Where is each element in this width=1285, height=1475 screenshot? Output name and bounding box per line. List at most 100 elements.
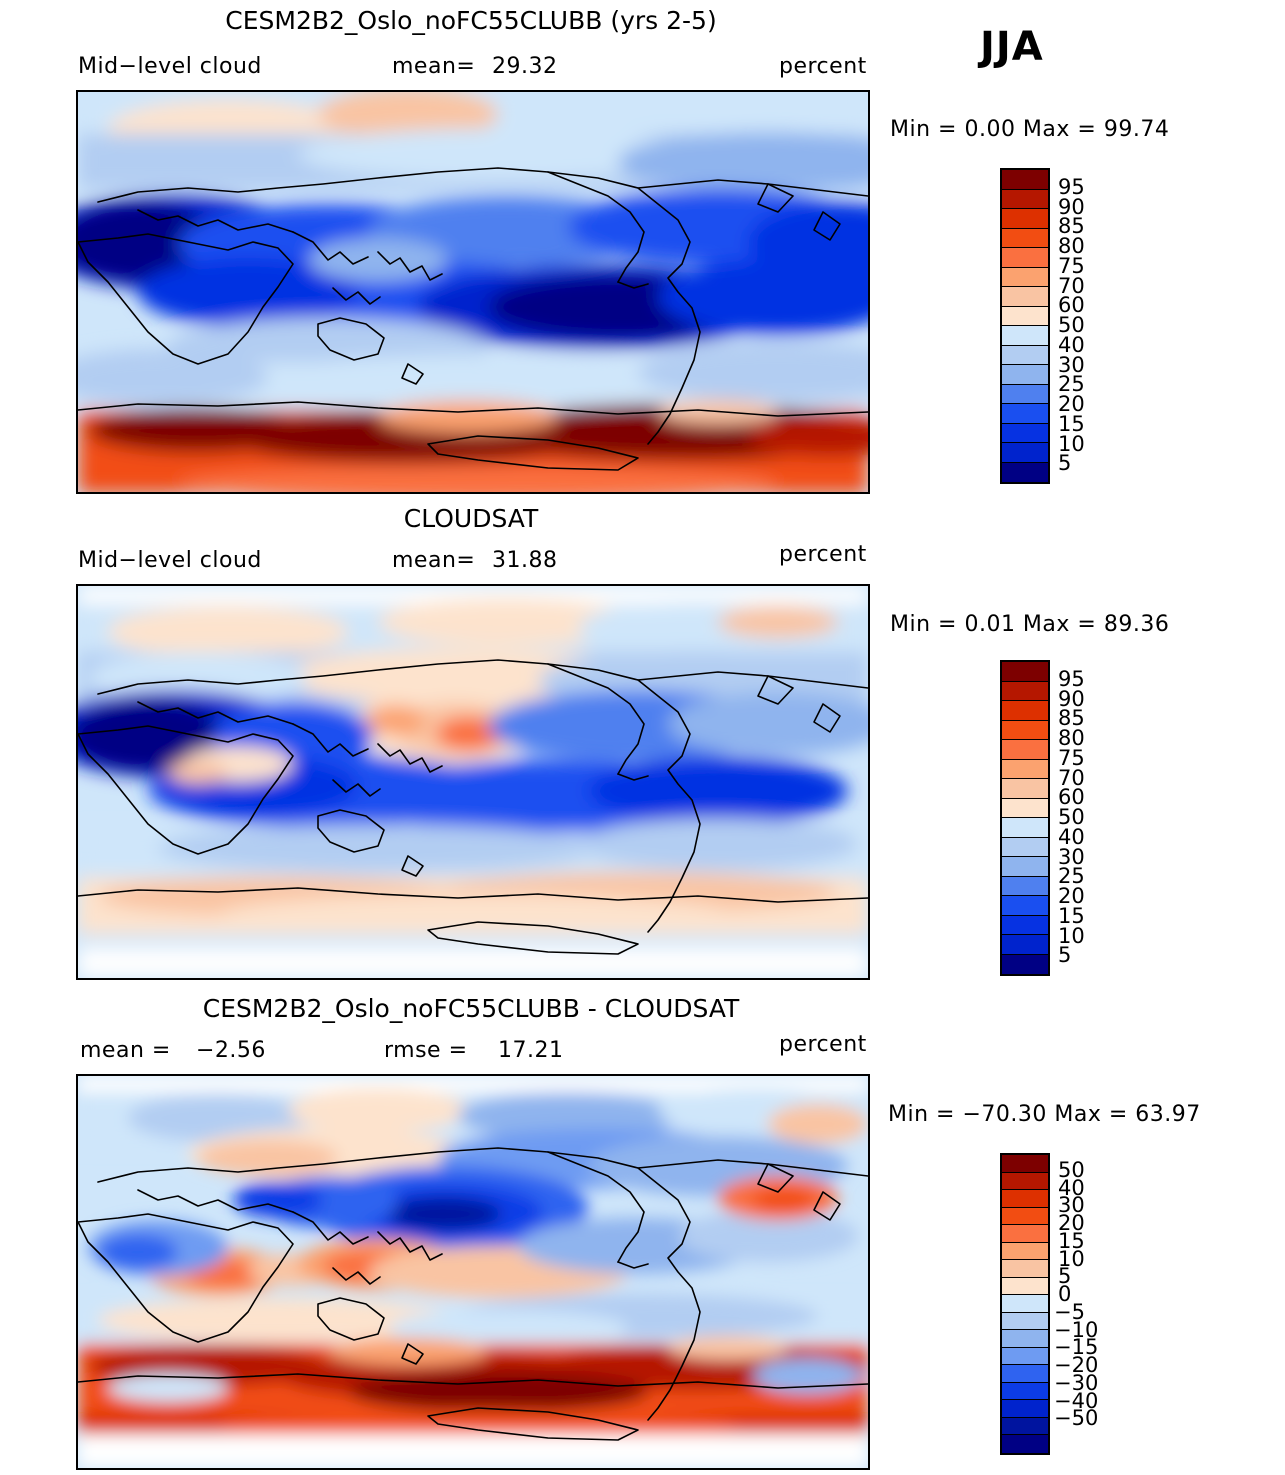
colorbar-swatch [1002, 1330, 1048, 1348]
colorbar-tick-label: −40 [1054, 1388, 1099, 1413]
colorbar-swatch [1002, 1242, 1048, 1261]
season-label: JJA [980, 24, 1044, 70]
colorbar-tick-label: 30 [1058, 1193, 1085, 1218]
colorbar-tick-label: 80 [1058, 726, 1085, 750]
colorbar-tick-label: 15 [1058, 1228, 1085, 1253]
colorbar-tick-label: 5 [1058, 451, 1072, 476]
colorbar-swatch [1002, 209, 1048, 229]
colorbar-swatch [1002, 857, 1048, 877]
colorbar-swatch [1002, 759, 1048, 779]
colorbar-tick-label: 20 [1058, 392, 1085, 416]
colorbar-tick-label: 90 [1058, 194, 1085, 219]
colorbar-swatch [1002, 345, 1048, 365]
colorbar-tick-label: 15 [1058, 903, 1085, 928]
colorbar-tick-label: 10 [1058, 923, 1085, 948]
field-label-obs: Mid−level cloud [78, 548, 262, 573]
colorbar-tick-label: 20 [1058, 1211, 1085, 1236]
mean-label-model: mean= [392, 54, 476, 79]
mean-value-model: 29.32 [492, 54, 558, 79]
map-obs [76, 584, 870, 980]
colorbar-swatch [1002, 404, 1048, 424]
colorbar-swatch [1002, 1435, 1048, 1453]
colorbar-swatch [1002, 170, 1048, 190]
rmse-value-diff: 17.21 [498, 1038, 564, 1063]
colorbar-tick-label: 25 [1058, 864, 1085, 889]
map-field-diff [78, 1076, 868, 1468]
colorbar-tick-label: 95 [1058, 174, 1085, 199]
panel-title-obs: CLOUDSAT [403, 504, 539, 533]
colorbar-tick-label: −15 [1054, 1335, 1099, 1360]
colorbar-tick-label: 80 [1058, 234, 1085, 258]
colorbar-swatch [1002, 1172, 1048, 1191]
colorbar-swatch [1002, 1312, 1048, 1331]
minmax-model: Min = 0.00 Max = 99.74 [890, 117, 1170, 142]
mean-value-obs: 31.88 [492, 548, 558, 573]
colorbar-swatch [1002, 189, 1048, 209]
colorbar-swatch [1002, 1155, 1048, 1173]
colorbar-swatch [1002, 1207, 1048, 1226]
colorbar-swatch [1002, 1417, 1048, 1436]
colorbar-tick-label: −30 [1054, 1370, 1099, 1395]
colorbar-tick-label: −20 [1054, 1353, 1099, 1378]
colorbar-swatch [1002, 798, 1048, 818]
mean-label-obs: mean= [392, 548, 476, 573]
field-label-model: Mid−level cloud [78, 54, 262, 79]
colorbar-swatch [1002, 1190, 1048, 1208]
colorbar-swatch [1002, 287, 1048, 307]
colorbar-swatch [1002, 701, 1048, 721]
colorbar-swatch [1002, 1382, 1048, 1401]
colorbar-swatch [1002, 326, 1048, 346]
colorbar-tick-label: 5 [1058, 943, 1072, 968]
colorbar-swatch [1002, 1347, 1048, 1366]
map-model [76, 90, 870, 494]
colorbar-swatch [1002, 954, 1048, 974]
colorbar-swatch [1002, 896, 1048, 916]
colorbar-tick-label: 60 [1058, 785, 1085, 810]
colorbar-swatch [1002, 1365, 1048, 1383]
colorbar-tick-label: 85 [1058, 214, 1085, 239]
colorbar-tick-label: 40 [1058, 1175, 1085, 1200]
colorbar-swatch [1002, 462, 1048, 482]
colorbar-tick-label: 50 [1058, 1157, 1085, 1182]
rmse-label-diff: rmse = [384, 1038, 468, 1063]
colorbar-tick-label: 75 [1058, 253, 1085, 278]
colorbar-swatch [1002, 681, 1048, 701]
colorbar-swatch [1002, 423, 1048, 443]
colorbar-swatch [1002, 1225, 1048, 1243]
colorbar-tick-label: 40 [1058, 332, 1085, 357]
colorbar-tick-label: 40 [1058, 824, 1085, 849]
colorbar-swatch [1002, 1260, 1048, 1278]
colorbar-swatch [1002, 662, 1048, 682]
minmax-obs: Min = 0.01 Max = 89.36 [890, 612, 1170, 637]
colorbar-diff [1000, 1153, 1050, 1455]
colorbar-swatch [1002, 306, 1048, 326]
panel-title-diff: CESM2B2_Oslo_noFC55CLUBB - CLOUDSAT [202, 994, 740, 1023]
mean-label-diff: mean = [80, 1038, 171, 1063]
map-field-model [78, 92, 868, 492]
colorbar-tick-label: 15 [1058, 411, 1085, 436]
colorbar-swatch [1002, 1400, 1048, 1418]
colorbar-swatch [1002, 267, 1048, 287]
colorbar-tick-label: 95 [1058, 666, 1085, 691]
colorbar-swatch [1002, 1295, 1048, 1313]
colorbar-tick-label: 20 [1058, 884, 1085, 908]
colorbar-tick-label: 30 [1058, 844, 1085, 869]
colorbar-tick-label: 30 [1058, 352, 1085, 377]
colorbar-swatch [1002, 443, 1048, 463]
colorbar-tick-label: 85 [1058, 706, 1085, 731]
colorbar-tick-label: 60 [1058, 293, 1085, 318]
colorbar-tick-label: 50 [1058, 805, 1085, 829]
panel-title-model: CESM2B2_Oslo_noFC55CLUBB (yrs 2-5) [225, 6, 717, 35]
minmax-diff: Min = −70.30 Max = 63.97 [888, 1102, 1201, 1127]
colorbar-tick-label: 75 [1058, 745, 1085, 770]
colorbar-swatch [1002, 228, 1048, 248]
colorbar-tick-label: 5 [1058, 1264, 1072, 1289]
colorbar-swatch [1002, 365, 1048, 385]
map-diff [76, 1074, 870, 1470]
units-label-diff: percent [779, 1032, 867, 1057]
colorbar-swatch [1002, 384, 1048, 404]
colorbar-swatch [1002, 876, 1048, 896]
colorbar-tick-label: 10 [1058, 431, 1085, 456]
colorbar-obs [1000, 660, 1050, 976]
units-label-obs: percent [779, 542, 867, 567]
